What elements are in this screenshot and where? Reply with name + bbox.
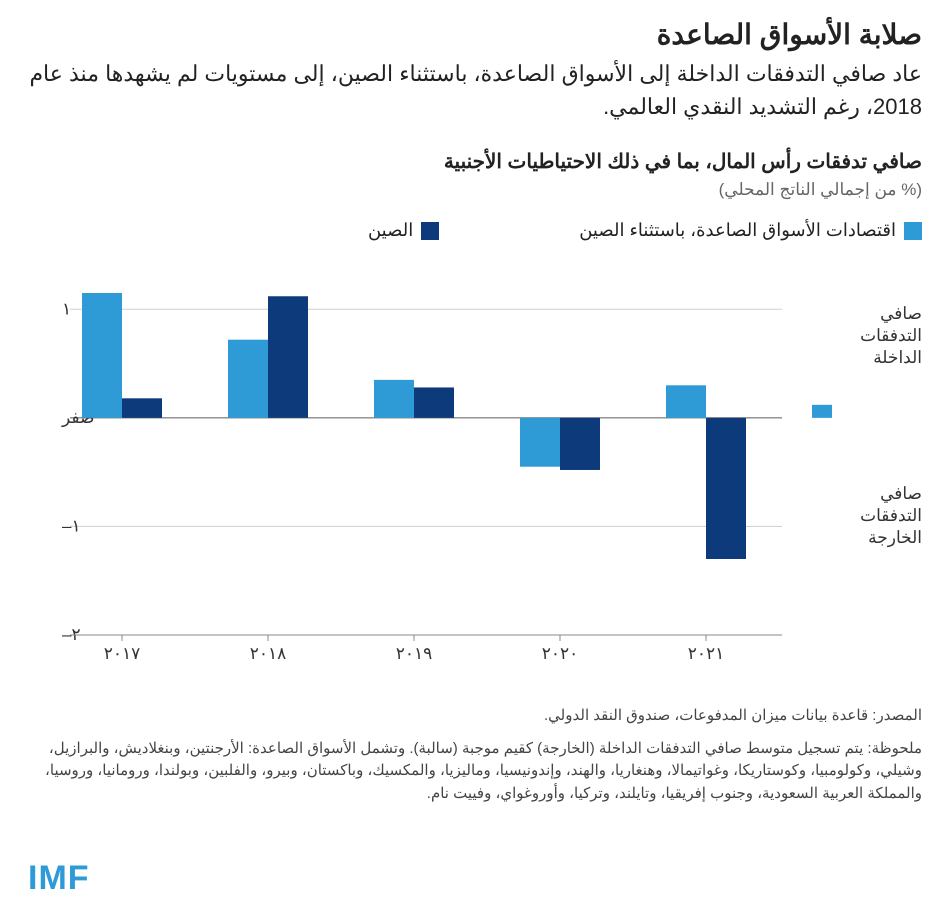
legend-label-2: الصين (368, 220, 413, 241)
svg-text:١: ١ (62, 299, 71, 318)
bar-s1-0 (82, 293, 122, 418)
bar-s1-3 (520, 418, 560, 467)
bar-s2-4 (706, 418, 746, 559)
legend-label-1: اقتصادات الأسواق الصاعدة، باستثناء الصين (579, 220, 896, 241)
chart-area: صافيالتدفقاتالداخلة صافيالتدفقاتالخارجة … (28, 255, 922, 695)
svg-text:٢٠١٧: ٢٠١٧ (104, 644, 141, 663)
chart-title: صافي تدفقات رأس المال، بما في ذلك الاحتي… (28, 149, 922, 174)
svg-text:١–: ١– (62, 516, 81, 535)
bar-s2-1 (268, 296, 308, 418)
page-title: صلابة الأسواق الصاعدة (28, 18, 922, 51)
svg-text:٢٠١٨: ٢٠١٨ (250, 644, 287, 663)
bar-s2-3 (560, 418, 600, 470)
legend: اقتصادات الأسواق الصاعدة، باستثناء الصين… (28, 220, 922, 241)
bar-s1-4 (666, 385, 706, 418)
legend-swatch-2 (421, 222, 439, 240)
legend-swatch-1 (904, 222, 922, 240)
bar-s1-1 (228, 340, 268, 418)
chart-subtitle: (% من إجمالي الناتج المحلي) (28, 180, 922, 200)
page-subtitle: عاد صافي التدفقات الداخلة إلى الأسواق ال… (28, 57, 922, 123)
legend-item-china: الصين (368, 220, 439, 241)
bar-s2-0 (122, 398, 162, 418)
bar-s1-5 (812, 405, 832, 418)
svg-text:٢٠٢٠: ٢٠٢٠ (542, 644, 579, 663)
bar-s1-2 (374, 380, 414, 418)
svg-text:٢٠٢١: ٢٠٢١ (688, 644, 725, 663)
note-text: ملحوظة: يتم تسجيل متوسط صافي التدفقات ال… (28, 738, 922, 806)
bar-chart: ١صفر١–٢–٢٠١٧٢٠١٨٢٠١٩٢٠٢٠٢٠٢١٢٠٢٢٢٠٢٣ (42, 255, 832, 675)
svg-text:٢٠١٩: ٢٠١٩ (396, 644, 433, 663)
source-text: المصدر: قاعدة بيانات ميزان المدفوعات، صن… (28, 705, 922, 728)
imf-logo: IMF (28, 859, 90, 898)
axis-label-inflow: صافيالتدفقاتالداخلة (842, 303, 922, 369)
axis-label-outflow: صافيالتدفقاتالخارجة (842, 483, 922, 549)
bar-s2-2 (414, 387, 454, 417)
legend-item-em-ex-china: اقتصادات الأسواق الصاعدة، باستثناء الصين (579, 220, 922, 241)
